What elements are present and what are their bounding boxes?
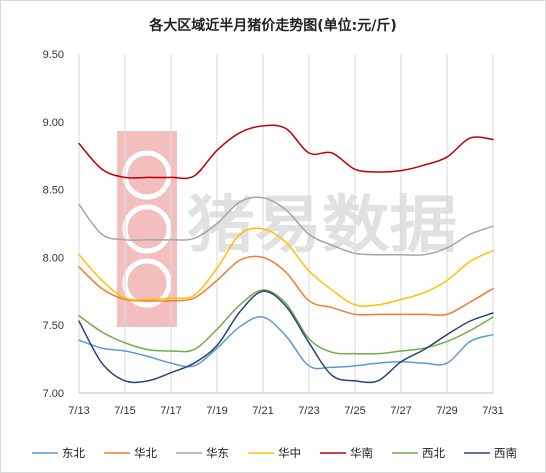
legend-label: 西南 xyxy=(494,446,517,460)
y-tick-label: 9.50 xyxy=(43,49,64,61)
legend: 东北 华北 华东 华中 华南 西北 西南 xyxy=(32,446,517,460)
x-tick-label: 7/13 xyxy=(68,405,89,417)
x-tick-label: 7/27 xyxy=(390,405,411,417)
legend-item: 华中 xyxy=(248,446,301,460)
watermark-text: 猪易数据 xyxy=(187,188,457,261)
x-tick-label: 7/19 xyxy=(206,405,227,417)
series-line-2 xyxy=(78,255,494,316)
x-tick-label: 7/25 xyxy=(344,405,365,417)
y-tick-label: 7.00 xyxy=(43,388,64,400)
series-line-5 xyxy=(78,124,494,180)
series-line-6 xyxy=(78,289,494,355)
x-tick-label: 7/21 xyxy=(252,405,273,417)
x-tick-label: 7/29 xyxy=(436,405,457,417)
legend-item: 华东 xyxy=(176,446,229,460)
legend-label: 华南 xyxy=(350,446,373,460)
series-line-3 xyxy=(78,196,494,256)
y-tick-label: 8.00 xyxy=(43,252,64,264)
legend-label: 西北 xyxy=(422,446,445,460)
series-lines xyxy=(78,124,494,384)
legend-label: 华北 xyxy=(134,446,157,460)
legend-item: 华北 xyxy=(104,446,157,460)
legend-label: 华东 xyxy=(206,446,229,460)
x-tick-label: 7/17 xyxy=(160,405,181,417)
legend-label: 华中 xyxy=(278,446,301,460)
y-tick-label: 8.50 xyxy=(43,185,64,197)
legend-item: 西北 xyxy=(392,446,445,460)
series-line-1 xyxy=(78,316,494,370)
legend-item: 华南 xyxy=(320,446,373,460)
x-tick-label: 7/31 xyxy=(482,405,503,417)
y-axis: 7.00 7.50 8.00 8.50 9.00 9.50 xyxy=(43,49,64,400)
grid xyxy=(78,54,494,393)
series-line-4 xyxy=(78,227,494,307)
legend-label: 东北 xyxy=(62,446,85,460)
legend-item: 东北 xyxy=(32,446,85,460)
x-tick-label: 7/15 xyxy=(114,405,135,417)
series-line-7 xyxy=(78,290,494,384)
legend-item: 西南 xyxy=(464,446,517,460)
y-tick-label: 9.00 xyxy=(43,117,64,129)
x-tick-label: 7/23 xyxy=(298,405,319,417)
x-axis: 7/13 7/15 7/17 7/19 7/21 7/23 7/25 7/27 7/29 7/31 xyxy=(68,405,503,417)
watermark: 猪易数据 xyxy=(117,131,457,327)
y-tick-label: 7.50 xyxy=(43,320,64,332)
chart-title: 各大区域近半月猪价走势图(单位:元/斤) xyxy=(148,17,397,34)
